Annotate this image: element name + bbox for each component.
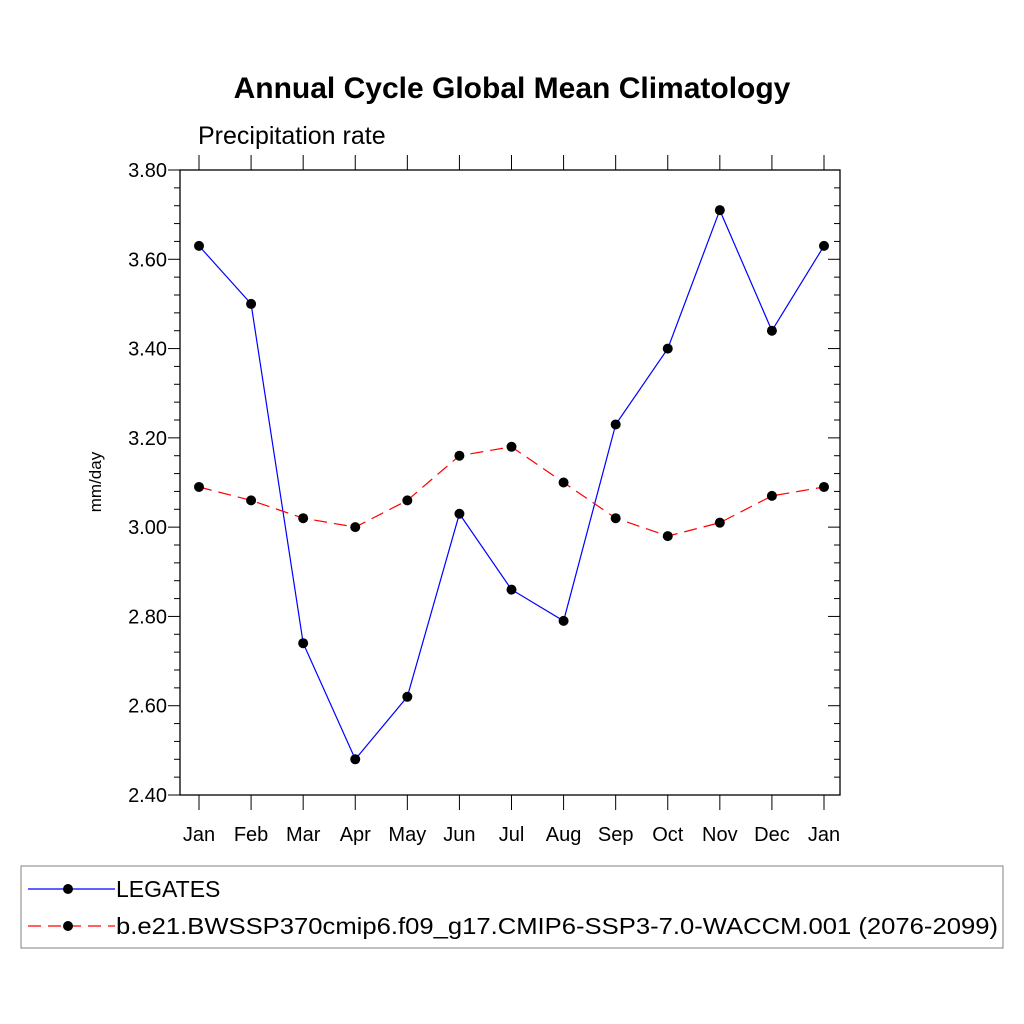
legend-label-legates: LEGATES xyxy=(116,876,220,902)
data-point-series-1 xyxy=(766,325,777,336)
data-point-series-1 xyxy=(819,240,829,251)
data-point-series-1 xyxy=(454,508,465,519)
x-tick-label: Nov xyxy=(702,824,738,846)
y-tick-labels: 2.40 2.60 2.80 3.00 3.20 3.40 3.60 3.80 xyxy=(128,160,167,807)
y-tick-label: 3.20 xyxy=(128,428,167,450)
y-tick-label: 3.00 xyxy=(128,517,167,539)
x-tick-label: Mar xyxy=(286,824,321,846)
legend-box xyxy=(20,865,1004,949)
y-tick-label: 2.80 xyxy=(128,606,167,628)
data-point-series-2 xyxy=(350,522,361,533)
y-tick-label: 3.80 xyxy=(128,160,167,182)
y-tick-label: 3.60 xyxy=(128,249,167,271)
x-tick-label: Aug xyxy=(546,824,582,846)
x-tick-label: Jan xyxy=(183,824,215,846)
plot-frame xyxy=(179,169,841,796)
x-tick-label: Jan xyxy=(808,824,840,846)
series-line-2 xyxy=(198,446,825,537)
data-point-series-2 xyxy=(454,450,465,461)
series-line-1 xyxy=(198,208,825,761)
chart-title: Annual Cycle Global Mean Climatology xyxy=(234,72,791,105)
y-tick-label: 2.40 xyxy=(128,785,167,807)
legend: LEGATES b.e21.BWSSP370cmip6.f09_g17.CMIP… xyxy=(20,865,1004,949)
legend-marker-model xyxy=(63,921,73,931)
data-point-series-2 xyxy=(766,490,777,501)
x-tick-label: Jun xyxy=(443,824,475,846)
chart-subtitle: Precipitation rate xyxy=(198,122,386,150)
data-point-series-1 xyxy=(662,343,673,354)
y-axis-label: mm/day xyxy=(86,451,105,512)
data-point-series-2 xyxy=(246,495,257,506)
data-point-series-2 xyxy=(819,481,829,492)
data-point-series-1 xyxy=(194,240,204,251)
data-point-series-2 xyxy=(610,513,621,524)
data-point-series-1 xyxy=(402,691,413,702)
data-point-series-2 xyxy=(558,477,569,488)
x-tick-label: May xyxy=(388,824,426,846)
data-point-series-2 xyxy=(402,495,413,506)
data-point-series-2 xyxy=(298,513,309,524)
data-point-series-1 xyxy=(298,638,309,649)
x-tick-label: Apr xyxy=(340,824,371,846)
legend-marker-legates xyxy=(63,884,73,894)
data-point-series-2 xyxy=(194,481,204,492)
data-point-series-1 xyxy=(610,419,621,430)
y-tick-label: 2.60 xyxy=(128,696,167,718)
data-point-series-1 xyxy=(714,205,725,216)
data-point-series-1 xyxy=(246,298,257,309)
data-point-series-1 xyxy=(350,754,361,765)
legend-label-model: b.e21.BWSSP370cmip6.f09_g17.CMIP6-SSP3-7… xyxy=(116,913,998,939)
data-point-series-2 xyxy=(662,531,673,542)
axis-ticks xyxy=(168,155,840,810)
x-tick-label: Jul xyxy=(499,824,525,846)
data-point-series-1 xyxy=(506,584,517,595)
data-point-series-2 xyxy=(714,517,725,528)
x-tick-labels: Jan Feb Mar Apr May Jun Jul Aug Sep Oct Nov Dec Jan xyxy=(183,824,840,846)
x-tick-label: Feb xyxy=(234,824,268,846)
data-point-series-1 xyxy=(558,615,569,626)
x-tick-label: Oct xyxy=(652,824,684,846)
x-tick-label: Sep xyxy=(598,824,634,846)
y-tick-label: 3.40 xyxy=(128,339,167,361)
x-tick-label: Dec xyxy=(754,824,790,846)
series-layer xyxy=(194,205,829,765)
data-point-series-2 xyxy=(506,441,517,452)
